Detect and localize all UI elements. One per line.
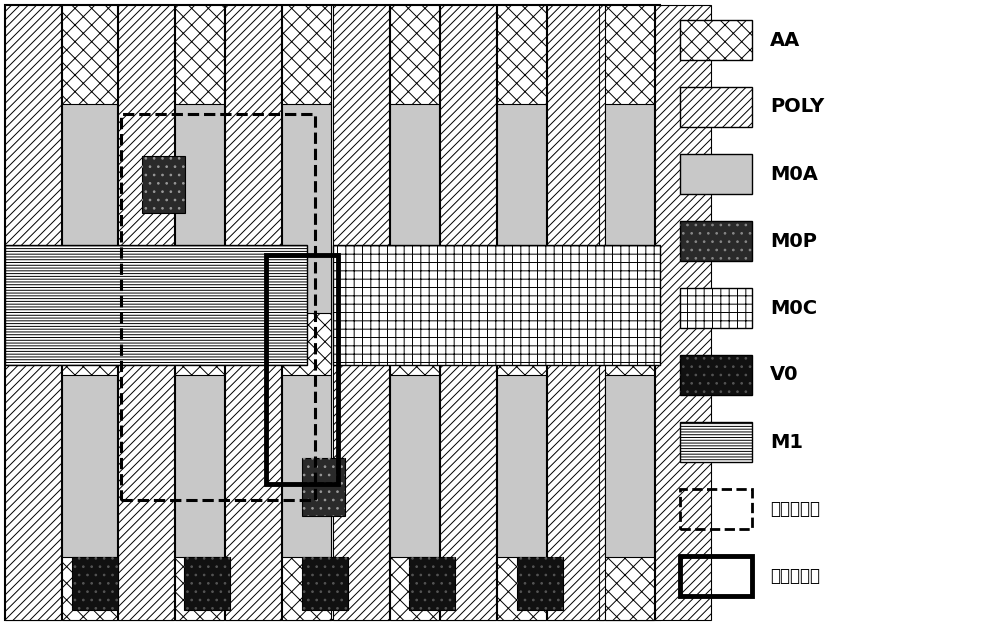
Bar — [225, 5, 281, 620]
Bar — [680, 288, 752, 328]
Bar — [118, 5, 174, 620]
Bar — [547, 5, 604, 620]
Bar — [390, 5, 439, 620]
Bar — [142, 156, 185, 214]
Bar — [440, 5, 496, 620]
Bar — [655, 5, 711, 620]
Bar — [605, 375, 654, 558]
Text: M0P: M0P — [770, 231, 817, 251]
Bar — [175, 5, 224, 620]
Bar — [680, 489, 752, 529]
Bar — [72, 558, 118, 609]
Bar — [517, 558, 563, 609]
Bar — [680, 422, 752, 462]
Text: 筛查标识层: 筛查标识层 — [770, 567, 820, 585]
Bar — [282, 5, 331, 620]
Bar — [62, 5, 117, 620]
Bar — [302, 458, 345, 516]
Bar — [225, 5, 281, 620]
Bar — [266, 255, 338, 484]
Bar — [517, 558, 563, 609]
Bar — [440, 5, 496, 620]
Bar — [175, 5, 224, 620]
Bar — [680, 87, 752, 127]
Bar — [605, 5, 654, 620]
Bar — [680, 221, 752, 261]
Bar — [332, 5, 389, 620]
Bar — [599, 5, 655, 620]
Bar — [332, 245, 660, 364]
Bar — [118, 5, 174, 620]
Text: AA: AA — [770, 31, 800, 49]
Text: M1: M1 — [770, 432, 803, 451]
Bar — [184, 558, 230, 609]
Bar — [655, 5, 711, 620]
Bar — [121, 114, 315, 500]
Bar — [409, 558, 455, 609]
Bar — [72, 558, 118, 609]
Bar — [390, 104, 439, 312]
Text: M0C: M0C — [770, 299, 817, 318]
Bar — [142, 156, 185, 214]
Bar — [390, 5, 439, 620]
Bar — [302, 558, 348, 609]
Text: POLY: POLY — [770, 98, 824, 116]
Bar — [5, 245, 307, 364]
Bar — [497, 375, 546, 558]
Bar — [332, 5, 389, 620]
Bar — [547, 5, 604, 620]
Bar — [302, 558, 348, 609]
Bar — [680, 221, 752, 261]
Bar — [680, 355, 752, 395]
Bar — [62, 5, 117, 620]
Text: V0: V0 — [770, 366, 798, 384]
Bar — [5, 245, 307, 364]
Bar — [5, 5, 61, 620]
Bar — [680, 20, 752, 60]
Bar — [282, 104, 331, 312]
Bar — [680, 355, 752, 395]
Bar — [599, 5, 655, 620]
Bar — [680, 87, 752, 127]
Bar — [282, 5, 331, 620]
Bar — [302, 458, 345, 516]
Bar — [680, 154, 752, 194]
Text: 第一标识层: 第一标识层 — [770, 500, 820, 518]
Bar — [680, 20, 752, 60]
Bar — [605, 104, 654, 312]
Bar — [184, 558, 230, 609]
Bar — [680, 556, 752, 596]
Bar — [680, 288, 752, 328]
Bar — [497, 5, 546, 620]
Bar — [409, 558, 455, 609]
Bar — [680, 422, 752, 462]
Bar — [282, 375, 331, 558]
Bar — [605, 5, 654, 620]
Bar — [175, 104, 224, 312]
Bar — [62, 375, 117, 558]
Text: M0A: M0A — [770, 164, 818, 184]
Bar — [5, 5, 61, 620]
Bar — [497, 104, 546, 312]
Bar — [332, 245, 660, 364]
Bar — [62, 104, 117, 312]
Bar — [5, 5, 660, 620]
Bar — [497, 5, 546, 620]
Bar — [175, 375, 224, 558]
Bar — [390, 375, 439, 558]
